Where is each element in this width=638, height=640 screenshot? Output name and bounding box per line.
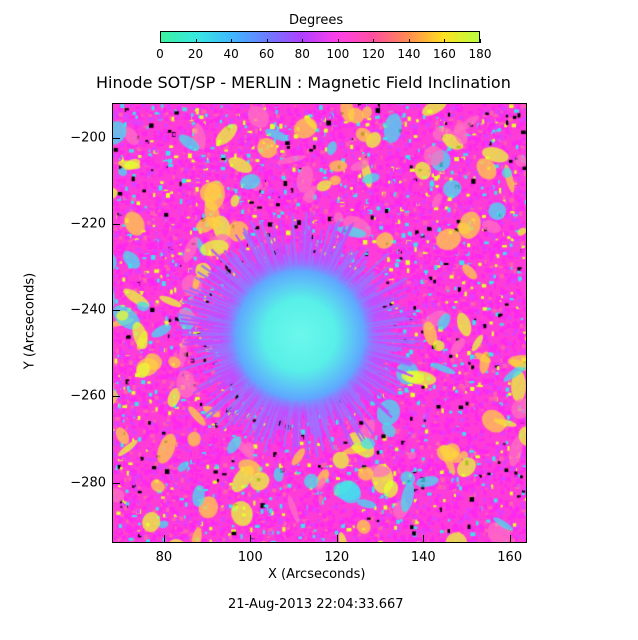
- x-tick-label: 100: [237, 550, 263, 565]
- y-tick-label: −200: [70, 130, 106, 145]
- x-tick-mark: [423, 535, 425, 543]
- colorbar: [160, 31, 480, 43]
- y-tick-label: −240: [70, 302, 106, 318]
- colorbar-tick-mark: [408, 39, 410, 43]
- colorbar-tick-label: 120: [361, 47, 385, 61]
- colorbar-tick-mark: [480, 39, 481, 43]
- inclination-map-canvas: [112, 103, 527, 543]
- x-tick-mark: [336, 535, 338, 543]
- x-axis-label: X (Arcseconds): [268, 567, 366, 582]
- colorbar-tick-label: 100: [326, 47, 350, 61]
- timestamp: 21-Aug-2013 22:04:33.667: [228, 597, 404, 612]
- x-tick-label: 80: [155, 550, 173, 565]
- colorbar-tick-mark: [231, 39, 233, 43]
- colorbar-tick-mark: [302, 39, 304, 43]
- colorbar-tick-label: 160: [432, 47, 456, 61]
- x-tick-label: 120: [324, 550, 350, 565]
- colorbar-tick-label: 60: [259, 47, 275, 61]
- x-tick-mark: [163, 535, 165, 543]
- colorbar-tick-label: 0: [156, 47, 164, 61]
- x-tick-mark: [509, 535, 511, 543]
- colorbar-label: Degrees: [289, 13, 344, 28]
- y-tick-mark: [112, 482, 120, 484]
- y-tick-label: −220: [70, 216, 106, 232]
- colorbar-tick-mark: [160, 39, 161, 43]
- colorbar-tick-label: 20: [187, 47, 204, 61]
- colorbar-tick-mark: [373, 39, 375, 43]
- y-tick-label: −260: [70, 388, 106, 404]
- y-axis-label: Y (Arcseconds): [22, 272, 38, 370]
- colorbar-tick-label: 40: [223, 47, 239, 61]
- colorbar-tick-mark: [337, 39, 339, 43]
- x-tick-label: 140: [410, 550, 436, 565]
- y-tick-mark: [112, 396, 120, 398]
- colorbar-tick-label: 180: [468, 47, 492, 61]
- colorbar-tick-mark: [266, 39, 268, 43]
- x-tick-label: 160: [497, 550, 523, 565]
- colorbar-tick-label: 140: [397, 47, 421, 61]
- inclination-map: [112, 103, 527, 543]
- y-tick-mark: [112, 310, 120, 312]
- y-tick-mark: [112, 223, 120, 225]
- colorbar-tick-mark: [444, 39, 446, 43]
- colorbar-tick-label: 80: [294, 47, 310, 61]
- x-tick-mark: [250, 535, 252, 543]
- y-tick-mark: [112, 137, 120, 139]
- plot-title: Hinode SOT/SP - MERLIN : Magnetic Field …: [96, 73, 511, 92]
- y-tick-label: −280: [70, 475, 106, 491]
- colorbar-tick-mark: [195, 39, 197, 43]
